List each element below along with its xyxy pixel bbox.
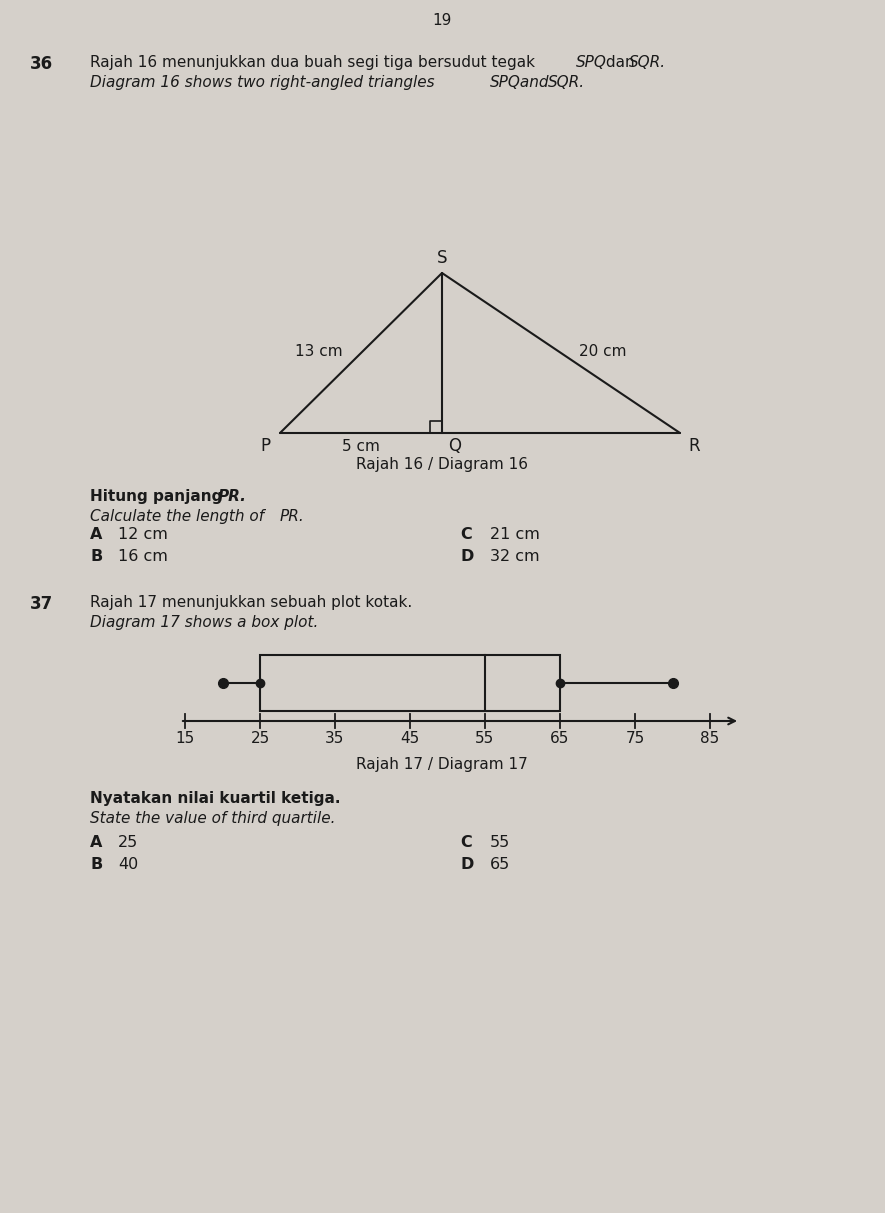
Text: Q: Q [448,437,461,455]
Text: S: S [437,249,447,267]
Text: 19: 19 [432,13,451,28]
Text: 45: 45 [400,731,419,746]
Text: SPQ: SPQ [490,75,521,90]
Text: 65: 65 [490,858,511,872]
Text: A: A [90,835,103,850]
Text: State the value of third quartile.: State the value of third quartile. [90,811,335,826]
Text: 21 cm: 21 cm [490,526,540,542]
Text: SQR.: SQR. [629,55,666,70]
Text: 5 cm: 5 cm [342,439,380,454]
Bar [260,655,560,711]
Text: SQR.: SQR. [548,75,585,90]
Text: 37: 37 [30,596,53,613]
Text: B: B [90,549,103,564]
Text: P: P [260,437,270,455]
Text: 25: 25 [250,731,270,746]
Text: PR.: PR. [280,509,304,524]
Text: A: A [90,526,103,542]
Text: 65: 65 [550,731,570,746]
Text: D: D [460,549,473,564]
Text: R: R [688,437,700,455]
Text: 20 cm: 20 cm [579,343,627,359]
Text: B: B [90,858,103,872]
Text: 55: 55 [490,835,511,850]
Text: 13 cm: 13 cm [296,343,343,359]
Text: Rajah 16 / Diagram 16: Rajah 16 / Diagram 16 [356,457,528,472]
Text: 85: 85 [700,731,720,746]
Text: PR.: PR. [218,489,247,503]
Text: Hitung panjang: Hitung panjang [90,489,227,503]
Text: 15: 15 [175,731,195,746]
Text: Diagram 17 shows a box plot.: Diagram 17 shows a box plot. [90,615,319,630]
Text: and: and [515,75,553,90]
Text: 16 cm: 16 cm [118,549,168,564]
Text: Rajah 17 menunjukkan sebuah plot kotak.: Rajah 17 menunjukkan sebuah plot kotak. [90,596,412,610]
Text: 75: 75 [626,731,644,746]
Text: Rajah 17 / Diagram 17: Rajah 17 / Diagram 17 [356,757,527,771]
Text: 55: 55 [475,731,495,746]
Text: 35: 35 [326,731,344,746]
Text: SPQ: SPQ [576,55,607,70]
Text: dan: dan [601,55,640,70]
Text: Rajah 16 menunjukkan dua buah segi tiga bersudut tegak: Rajah 16 menunjukkan dua buah segi tiga … [90,55,540,70]
Text: D: D [460,858,473,872]
Text: 32 cm: 32 cm [490,549,540,564]
Text: Diagram 16 shows two right-angled triangles: Diagram 16 shows two right-angled triang… [90,75,440,90]
Text: 25: 25 [118,835,138,850]
Text: 12 cm: 12 cm [118,526,168,542]
Text: Nyatakan nilai kuartil ketiga.: Nyatakan nilai kuartil ketiga. [90,791,341,805]
Text: 36: 36 [30,55,53,73]
Text: C: C [460,835,472,850]
Text: Calculate the length of: Calculate the length of [90,509,269,524]
Text: C: C [460,526,472,542]
Text: 40: 40 [118,858,138,872]
